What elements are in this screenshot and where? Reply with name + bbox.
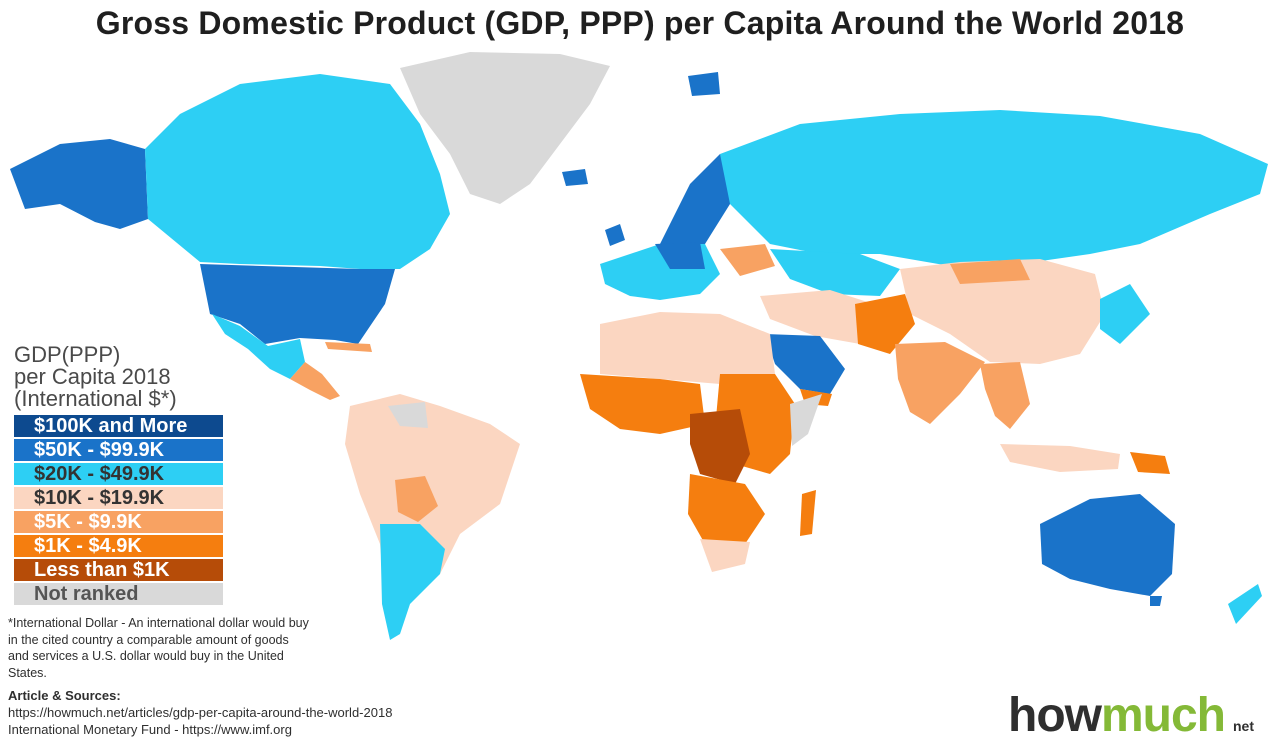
- china: [900, 259, 1105, 364]
- legend-item: $100K and More: [14, 415, 223, 437]
- legend-item: $5K - $9.9K: [14, 511, 223, 533]
- legend-title-line-3: (International $*): [14, 386, 177, 411]
- uk-ireland: [605, 224, 625, 246]
- australia: [1040, 494, 1175, 596]
- southeast-asia: [980, 362, 1030, 429]
- greenland: [400, 52, 610, 204]
- southern-africa: [688, 474, 765, 544]
- tasmania: [1150, 596, 1162, 606]
- russia: [720, 110, 1268, 266]
- logo-much: much: [1100, 689, 1226, 742]
- map-title: Gross Domestic Product (GDP, PPP) per Ca…: [95, 5, 1185, 41]
- korea-japan: [1100, 284, 1150, 344]
- madagascar: [800, 490, 816, 536]
- papua: [1130, 452, 1170, 474]
- legend-title-line-1: GDP(PPP): [14, 342, 121, 367]
- south-africa: [700, 539, 750, 572]
- source-link-article[interactable]: https://howmuch.net/articles/gdp-per-cap…: [8, 705, 393, 720]
- ukraine: [720, 244, 775, 276]
- new-zealand: [1228, 584, 1262, 624]
- legend-title-line-2: per Capita 2018: [14, 364, 171, 389]
- somalia-not-ranked: [790, 394, 822, 446]
- usa: [200, 264, 395, 344]
- arabia: [765, 334, 845, 394]
- legend-item: $1K - $4.9K: [14, 535, 223, 557]
- europe-core: [655, 242, 705, 269]
- legend-item: $10K - $19.9K: [14, 487, 223, 509]
- europe-west: [600, 244, 720, 300]
- source-link-imf[interactable]: International Monetary Fund - https://ww…: [8, 722, 292, 737]
- west-africa: [580, 374, 705, 434]
- india: [895, 342, 985, 424]
- central-america: [290, 362, 340, 400]
- footnote: *International Dollar - An international…: [8, 616, 309, 680]
- legend-item: $50K - $99.9K: [14, 439, 223, 461]
- kazakhstan-region: [770, 249, 900, 296]
- venezuela-not-ranked: [388, 402, 428, 428]
- legend-title: GDP(PPP) per Capita 2018 (International …: [14, 344, 314, 410]
- afghanistan-pakistan: [855, 294, 915, 354]
- canada: [145, 74, 450, 269]
- southern-cone: [380, 524, 445, 640]
- legend-item: $20K - $49.9K: [14, 463, 223, 485]
- indonesia: [1000, 444, 1120, 472]
- central-africa: [690, 409, 750, 484]
- sources-heading: Article & Sources:: [8, 688, 121, 703]
- alaska: [10, 139, 148, 229]
- legend: GDP(PPP) per Capita 2018 (International …: [14, 344, 314, 607]
- bolivia: [395, 476, 438, 522]
- world-map: [10, 52, 1268, 640]
- caribbean: [325, 342, 372, 352]
- scandinavia: [660, 154, 745, 244]
- mongolia: [950, 259, 1030, 284]
- mexico: [212, 314, 305, 379]
- svalbard: [688, 72, 720, 96]
- iceland: [562, 169, 588, 186]
- legend-item: Less than $1K: [14, 559, 223, 581]
- howmuch-logo: howmuch net: [1008, 690, 1254, 742]
- logo-how: how: [1008, 689, 1102, 742]
- logo-net: net: [1233, 718, 1254, 734]
- sources: Article & Sources: https://howmuch.net/a…: [8, 687, 392, 738]
- north-africa: [600, 312, 775, 384]
- legend-item: Not ranked: [14, 583, 223, 605]
